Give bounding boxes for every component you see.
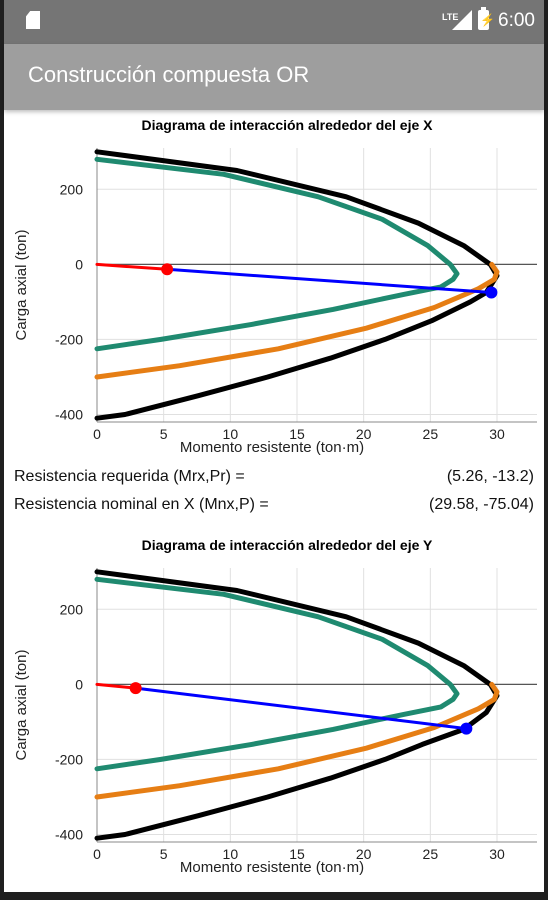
x-tick-label: 25 xyxy=(423,426,439,442)
screen-frame-right xyxy=(544,0,548,900)
nominal-strength-label: Resistencia nominal en X (Mnx,P) = xyxy=(14,496,269,513)
series-line-0 xyxy=(94,149,500,421)
nominal-strength-value: (29.58, -75.04) xyxy=(429,496,534,513)
x-tick-label: 15 xyxy=(289,426,305,442)
x-axis-label: Momento resistente (ton·m) xyxy=(180,859,364,876)
chart-x-svg: Diagrama de interacción alrededor del ej… xyxy=(13,117,537,456)
x-tick-label: 0 xyxy=(93,846,101,862)
y-tick-label: -200 xyxy=(55,331,83,347)
x-tick-label: 10 xyxy=(223,426,239,442)
y-tick-label: 0 xyxy=(75,676,83,692)
app-bar: Construcción compuesta OR xyxy=(4,44,544,110)
y-tick-label: 200 xyxy=(60,181,84,197)
series-line-0 xyxy=(94,569,500,841)
status-bar: LTE ⚡ 6:00 xyxy=(4,0,544,44)
battery-charging-icon: ⚡ xyxy=(478,7,495,30)
required-strength-label: Resistencia requerida (Mrx,Pr) = xyxy=(14,468,245,485)
y-tick-label: 0 xyxy=(75,256,83,272)
chart-title: Diagrama de interacción alrededor del ej… xyxy=(142,537,433,553)
x-tick-label: 5 xyxy=(160,426,168,442)
screen-frame-bottom xyxy=(0,892,548,900)
series-line-2 xyxy=(94,681,500,800)
series-line-1 xyxy=(94,576,460,772)
point-marker-1 xyxy=(485,286,498,299)
y-axis-label: Carga axial (ton) xyxy=(13,230,30,341)
x-axis-label: Momento resistente (ton·m) xyxy=(180,439,364,456)
series-line-3 xyxy=(95,262,169,271)
point-marker-0 xyxy=(161,263,174,276)
point-marker-1 xyxy=(460,722,473,735)
x-tick-label: 15 xyxy=(289,846,305,862)
series-line-4 xyxy=(165,267,493,294)
status-time: 6:00 xyxy=(498,10,535,31)
series-line-2 xyxy=(94,261,500,380)
y-axis-label: Carga axial (ton) xyxy=(13,650,30,761)
app-title: Construcción compuesta OR xyxy=(28,62,310,87)
nominal-strength-row: Resistencia nominal en X (Mnx,P) = (29.5… xyxy=(14,496,534,514)
series-line-3 xyxy=(95,682,138,690)
sd-card-icon xyxy=(26,11,40,29)
screen-frame-left xyxy=(0,0,4,900)
y-tick-label: -400 xyxy=(55,826,83,842)
x-tick-label: 20 xyxy=(356,426,372,442)
interaction-chart-x: Diagrama de interacción alrededor del ej… xyxy=(4,112,544,462)
interaction-chart-y: Diagrama de interacción alrededor del ej… xyxy=(4,532,544,882)
y-tick-label: -400 xyxy=(55,406,83,422)
chart-title: Diagrama de interacción alrededor del ej… xyxy=(142,117,434,133)
x-tick-label: 25 xyxy=(423,846,439,862)
network-type-label: LTE xyxy=(442,12,459,22)
x-tick-label: 10 xyxy=(223,846,239,862)
point-marker-0 xyxy=(129,682,142,695)
y-tick-label: -200 xyxy=(55,751,83,767)
required-strength-value: (5.26, -13.2) xyxy=(446,468,534,485)
x-tick-label: 30 xyxy=(489,426,505,442)
x-tick-label: 20 xyxy=(356,846,372,862)
y-tick-label: 200 xyxy=(60,601,84,617)
x-tick-label: 30 xyxy=(489,846,505,862)
series-line-1 xyxy=(94,156,460,352)
x-tick-label: 5 xyxy=(160,846,168,862)
chart-y-svg: Diagrama de interacción alrededor del ej… xyxy=(13,537,537,876)
series-line-4 xyxy=(134,686,468,731)
x-tick-label: 0 xyxy=(93,426,101,442)
signal-icon xyxy=(452,10,472,30)
required-strength-row: Resistencia requerida (Mrx,Pr) = (5.26, … xyxy=(14,468,534,486)
